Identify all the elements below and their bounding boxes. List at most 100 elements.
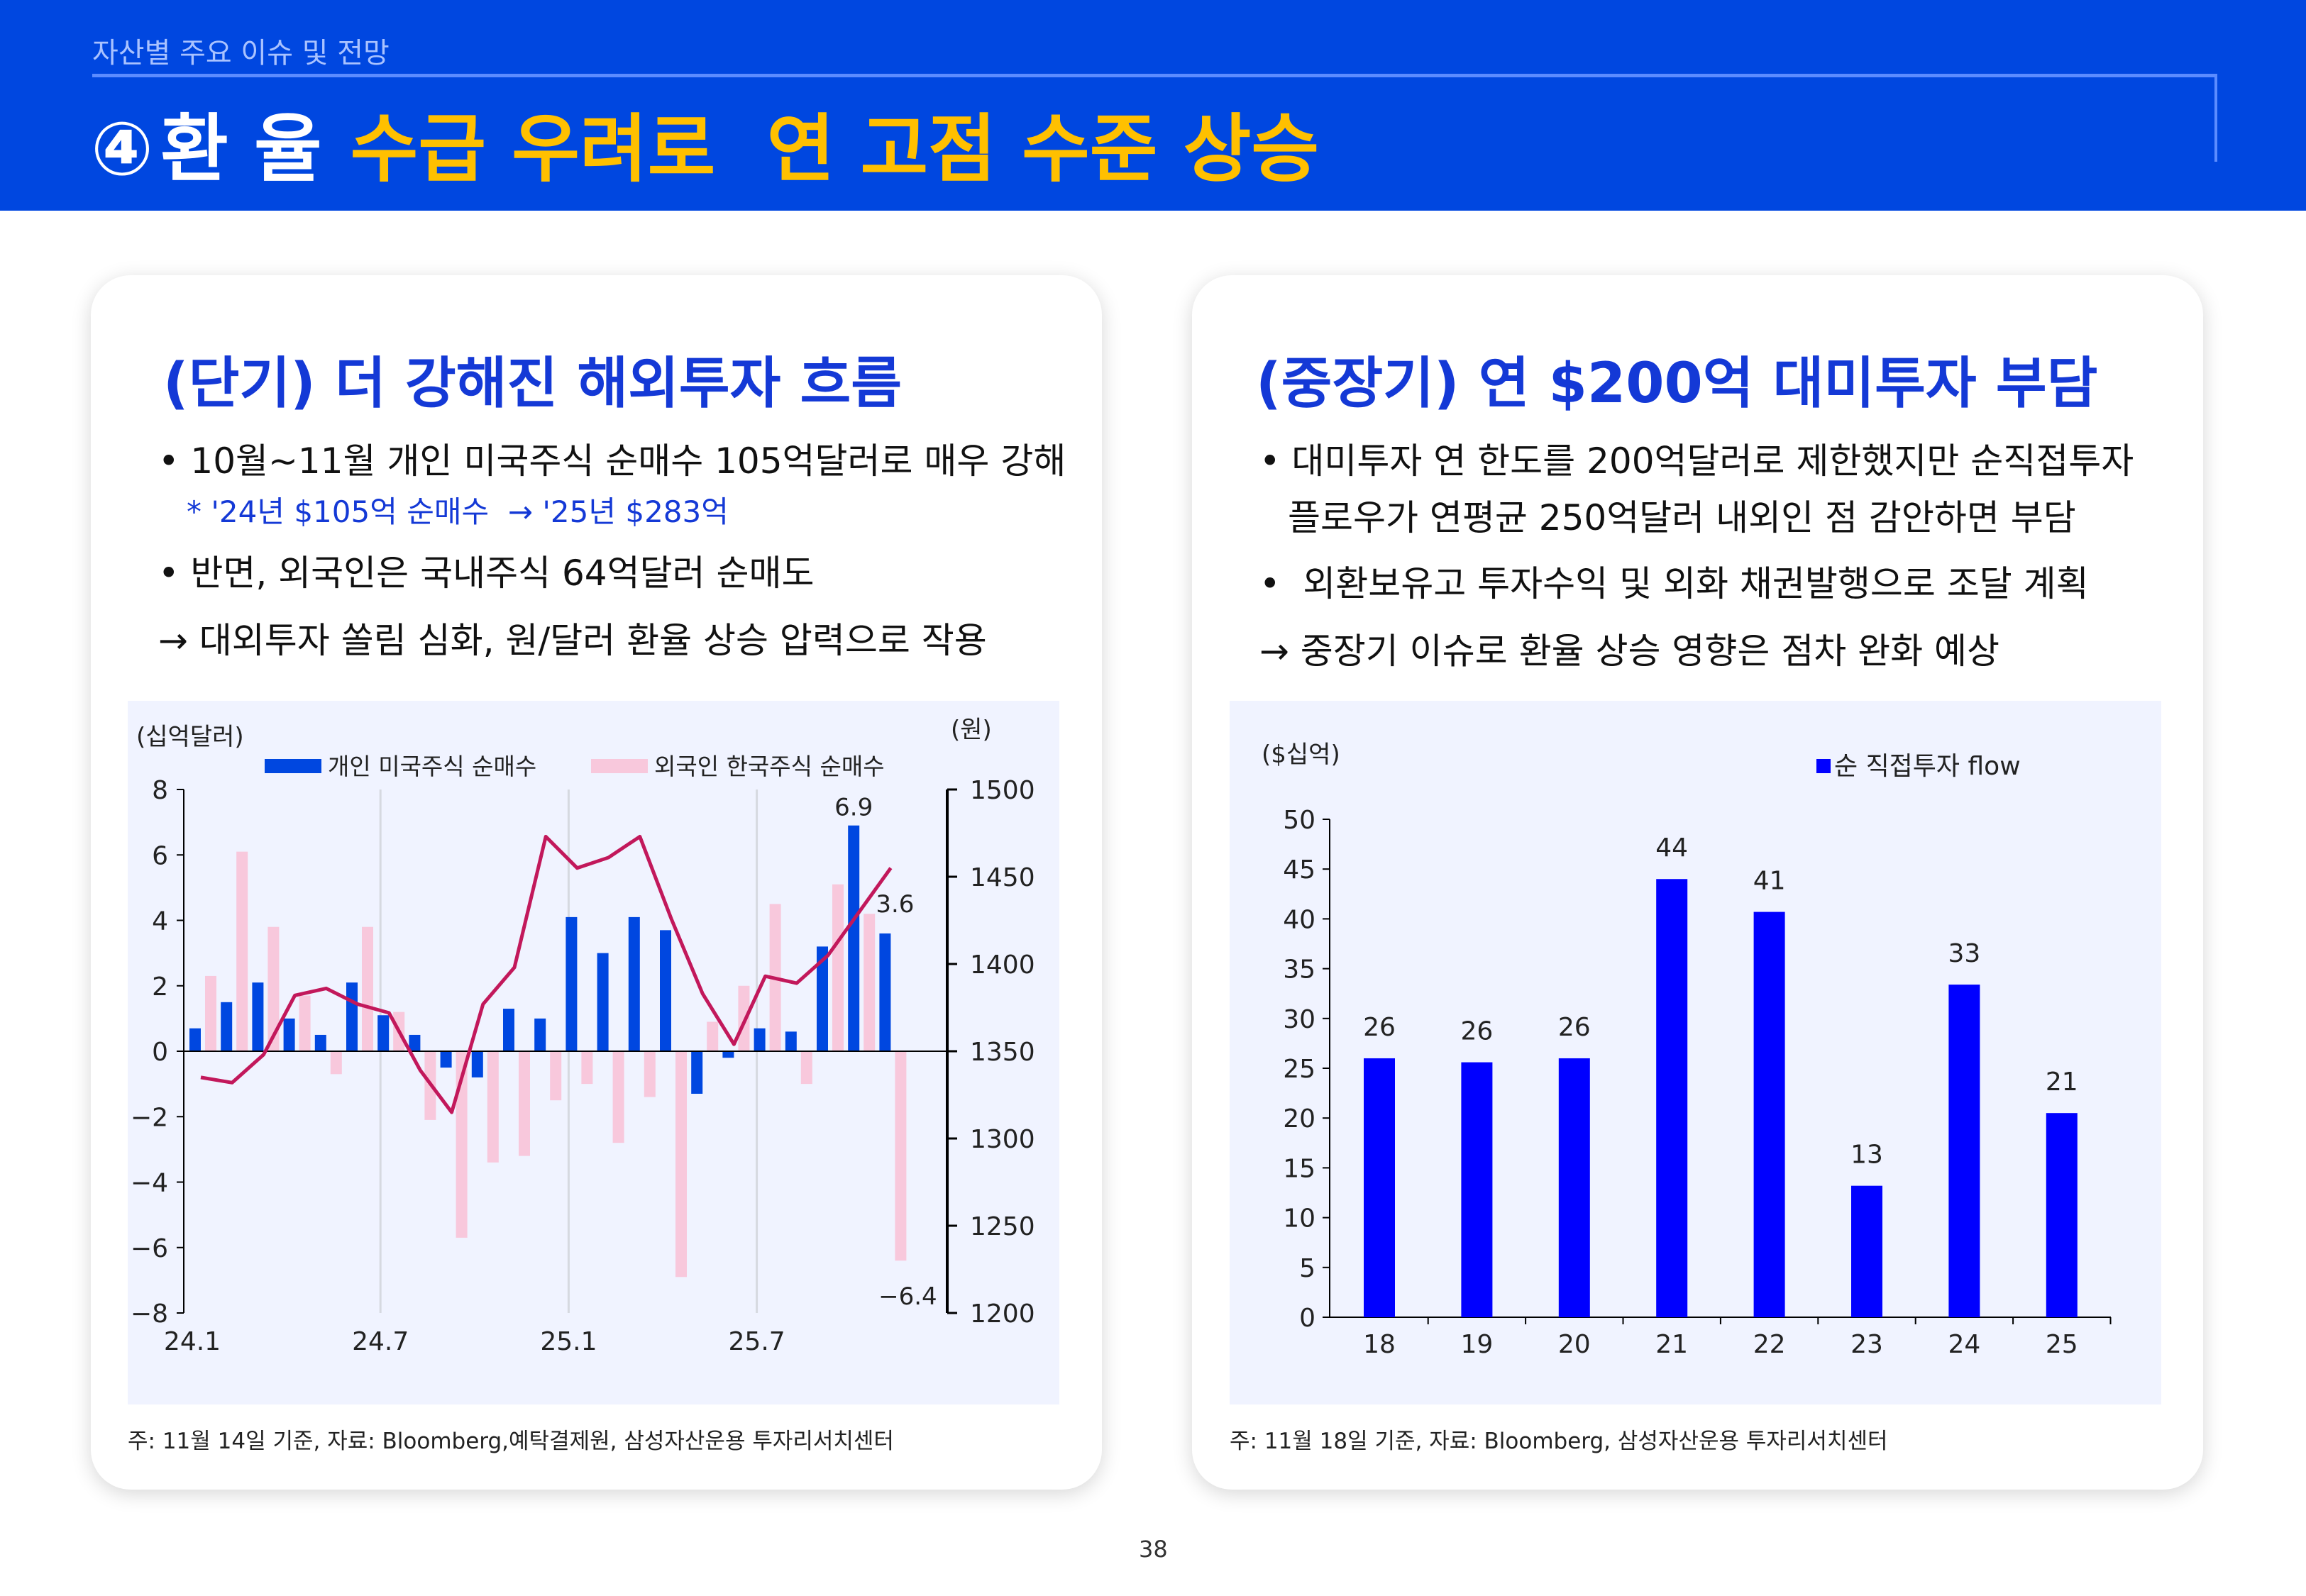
bar-fdi-flow: [1851, 1185, 1882, 1317]
y2-tick-label: 1400: [970, 951, 1035, 980]
x-tick-label: 25.7: [729, 1327, 785, 1356]
bar-retail-us-equity: [848, 825, 860, 1051]
bar-retail-us-equity: [221, 1002, 233, 1051]
bar-retail-us-equity: [817, 946, 828, 1051]
bar-retail-us-equity: [283, 1018, 295, 1051]
headline: 수급 우려로 연 고점 수준 상승: [350, 106, 1320, 192]
y2-tick-label: 1350: [970, 1038, 1035, 1067]
bar-foreign-kr-equity: [675, 1051, 687, 1278]
y-tick-label: 10: [1283, 1204, 1315, 1234]
header-divider: [92, 74, 2217, 77]
legend-label: 개인 미국주식 순매수: [328, 753, 536, 780]
x-tick-label: 25.1: [540, 1327, 597, 1356]
bar-retail-us-equity: [628, 916, 640, 1051]
y-tick-label: 25: [1283, 1055, 1315, 1084]
x-tick-label: 22: [1753, 1330, 1786, 1359]
bar-foreign-kr-equity: [456, 1051, 468, 1238]
bar-retail-us-equity: [660, 930, 671, 1051]
y-tick-label: 0: [1299, 1304, 1315, 1333]
y2-tick-label: 1450: [970, 863, 1035, 892]
y-tick-label: 8: [152, 776, 168, 805]
legend-label: 순 직접투자 flow: [1834, 752, 2021, 781]
y2-tick-label: 1250: [970, 1212, 1035, 1241]
x-tick-label: 19: [1460, 1330, 1493, 1359]
data-label: −6.4: [878, 1282, 937, 1311]
y-tick-label: 45: [1283, 855, 1315, 885]
bar-foreign-kr-equity: [299, 995, 311, 1051]
bar-foreign-kr-equity: [644, 1051, 656, 1097]
bar-foreign-kr-equity: [800, 1051, 812, 1085]
bar-retail-us-equity: [314, 1034, 326, 1051]
y-tick-label: −4: [131, 1169, 168, 1198]
card-title: (단기) 더 강해진 해외투자 흐름: [163, 352, 903, 416]
legend-swatch-pink: [591, 759, 648, 773]
bullet-continued: 플로우가 연평균 250억달러 내외인 점 감안하면 부담: [1288, 497, 2076, 538]
y2-tick-label: 1500: [970, 776, 1035, 805]
y-tick-label: 20: [1283, 1104, 1315, 1134]
bar-foreign-kr-equity: [864, 914, 876, 1051]
y-tick-label: 6: [152, 841, 168, 870]
bar-retail-us-equity: [252, 982, 264, 1051]
header-banner: 자산별 주요 이슈 및 전망 ④환 율 수급 우려로 연 고점 수준 상승: [0, 0, 2306, 211]
bar-foreign-kr-equity: [707, 1021, 719, 1051]
fx-rate-line: [200, 834, 893, 1114]
y-tick-label: −8: [131, 1299, 168, 1329]
data-label: 6.9: [834, 794, 873, 822]
data-label: 26: [1558, 1013, 1591, 1042]
data-label: 3.6: [876, 890, 914, 919]
y-tick-label: 15: [1283, 1154, 1315, 1183]
bar-foreign-kr-equity: [832, 884, 844, 1051]
x-tick-label: 25: [2046, 1330, 2078, 1359]
x-tick-label: 23: [1850, 1330, 1883, 1359]
data-label: 13: [1850, 1141, 1883, 1170]
x-tick-label: 24.7: [352, 1327, 409, 1356]
bar-retail-us-equity: [503, 1009, 514, 1051]
y-tick-label: −6: [131, 1234, 168, 1263]
bar-fdi-flow: [1753, 911, 1785, 1317]
legend-label: 외국인 한국주식 순매수: [654, 753, 885, 780]
chart-svg: (십억달러) (원) 개인 미국주식 순매수 외국인 한국주식 순매수 24.1 24.7…: [131, 716, 1035, 1356]
section-label: 자산별 주요 이슈 및 전망: [92, 37, 390, 70]
bar-retail-us-equity: [346, 982, 358, 1051]
bar-retail-us-equity: [440, 1051, 452, 1068]
data-label: 44: [1655, 833, 1688, 863]
bar-foreign-kr-equity: [519, 1051, 530, 1156]
x-tick-label: 24: [1948, 1330, 1980, 1359]
data-label: 21: [2046, 1068, 2078, 1097]
bar-foreign-kr-equity: [612, 1051, 624, 1143]
topic: 환 율: [160, 106, 322, 192]
bar-retail-us-equity: [754, 1028, 766, 1051]
y2-tick-label: 1300: [970, 1125, 1035, 1154]
bar-fdi-flow: [1948, 985, 1980, 1317]
data-label: 33: [1948, 939, 1980, 968]
y-tick-label: 2: [152, 972, 168, 1002]
page-title: ④환 율 수급 우려로 연 고점 수준 상승: [91, 99, 1319, 199]
left-axis-unit: (십억달러): [136, 723, 244, 751]
chart-fdi-flow: ($십억) 순 직접투자 flow 0 5 10 15 20 25 30 35 40 45 50 26 18…: [1230, 701, 2161, 1404]
bullet: • 10월~11월 개인 미국주식 순매수 105억달러로 매우 강해: [158, 440, 1066, 482]
footnote: 주: 11월 14일 기준, 자료: Bloomberg,예탁결제원, 삼성자산…: [128, 1429, 894, 1454]
bar-foreign-kr-equity: [236, 851, 248, 1051]
bullet: • 반면, 외국인은 국내주식 64억달러 순매도: [158, 553, 815, 594]
y-tick-label: 5: [1299, 1254, 1315, 1283]
bar-retail-us-equity: [566, 916, 578, 1051]
bar-foreign-kr-equity: [581, 1051, 593, 1085]
y-tick-label: 0: [152, 1038, 168, 1067]
bar-foreign-kr-equity: [330, 1051, 342, 1075]
bar-fdi-flow: [1364, 1058, 1395, 1317]
section-number: ④: [91, 106, 154, 192]
chart-fx-flows: (십억달러) (원) 개인 미국주식 순매수 외국인 한국주식 순매수 24.1 24.7…: [128, 701, 1059, 1404]
bar-retail-us-equity: [189, 1028, 201, 1051]
bullet: • 대미투자 연 한도를 200억달러로 제한했지만 순직접투자: [1259, 440, 2134, 482]
right-axis-unit: (원): [951, 716, 992, 744]
bar-retail-us-equity: [597, 953, 609, 1051]
data-label: 26: [1363, 1013, 1396, 1042]
bar-fdi-flow: [1558, 1058, 1590, 1317]
bar-foreign-kr-equity: [205, 975, 216, 1051]
bar-foreign-kr-equity: [895, 1051, 907, 1261]
y-tick-label: 50: [1283, 806, 1315, 835]
bar-fdi-flow: [1656, 879, 1688, 1317]
card-title: (중장기) 연 $200억 대미투자 부담: [1256, 352, 2098, 416]
bar-retail-us-equity: [409, 1034, 421, 1051]
bar-retail-us-equity: [785, 1031, 797, 1051]
